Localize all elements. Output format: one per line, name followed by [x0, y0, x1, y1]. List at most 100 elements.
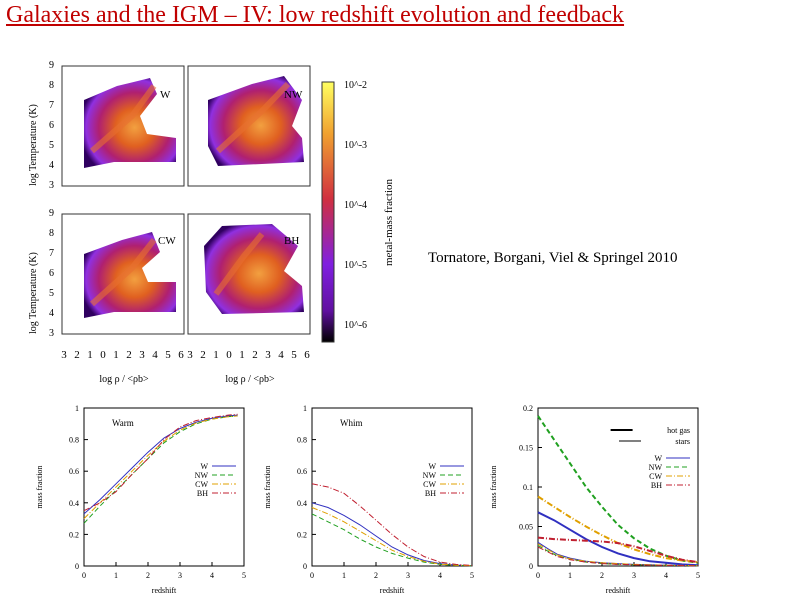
ytick-label: 0.6: [69, 467, 79, 476]
panel-label-cw: CW: [158, 235, 176, 247]
legend-label: W: [428, 462, 436, 471]
xtick: 1: [87, 349, 93, 361]
series-line-w: [537, 511, 699, 567]
phase-panel-w: W: [61, 65, 185, 187]
xtick-label: 0: [82, 571, 86, 580]
series-line-cw: [311, 507, 473, 567]
xtick-label: 1: [342, 571, 346, 580]
ytick-label: 1: [303, 404, 307, 413]
y-axis-label: mass fraction: [489, 466, 498, 509]
panel-label-bh: BH: [284, 235, 299, 247]
colorbar-label: metal-mass fraction: [383, 178, 395, 266]
xtick: 1: [239, 349, 245, 361]
ytick: 7: [49, 100, 54, 111]
legend-label: stars: [675, 437, 690, 446]
series-line-bh: [83, 413, 238, 512]
colorbar: [321, 81, 335, 343]
chart-title: Warm: [112, 418, 134, 428]
ytick-label: 0.8: [69, 436, 79, 445]
series-line-nw: [311, 513, 473, 567]
legend-label: CW: [423, 480, 436, 489]
ytick-label: 0.4: [297, 499, 307, 508]
ytick-label: 1: [75, 404, 79, 413]
y-axis-label: mass fraction: [35, 466, 44, 509]
panel-label-nw: NW: [284, 89, 303, 101]
xtick: 0: [226, 349, 232, 361]
xtick: 4: [278, 349, 284, 361]
phase-ylabel-top: log Temperature (K): [28, 104, 39, 186]
xtick-label: 0: [310, 571, 314, 580]
cbar-tick: 10^-5: [344, 260, 367, 271]
x-axis-label: redshift: [152, 586, 177, 595]
xtick: 6: [178, 349, 184, 361]
phase-panel-cw: CW: [61, 213, 185, 335]
legend-label: hot gas: [667, 426, 690, 435]
xtick-label: 5: [470, 571, 474, 580]
ytick-label: 0.15: [519, 444, 533, 453]
legend-label: BH: [651, 481, 662, 490]
xtick: 4: [152, 349, 158, 361]
phase-yticks-top: 3 4 5 6 7 8 9: [49, 60, 54, 191]
whim-fraction-chart: 0 0.2 0.4 0.6 0.8 1 0 1 2 3 4 5 redshift mass fractio…: [263, 404, 474, 595]
chart-title: Whim: [340, 418, 363, 428]
xtick: 3: [265, 349, 271, 361]
ytick-label: 0.1: [523, 483, 533, 492]
phase-panel-nw: NW: [187, 65, 311, 187]
xtick-label: 0: [536, 571, 540, 580]
cbar-tick: 10^-6: [344, 320, 367, 331]
series-line-cw: [83, 415, 238, 519]
ytick: 8: [49, 80, 54, 91]
ytick: 4: [49, 160, 54, 171]
legend-label: BH: [197, 489, 208, 498]
warm-fraction-chart: 0 0.2 0.4 0.6 0.8 1 0 1 2 3 4 5 redshift mass fractio…: [35, 404, 246, 595]
phase-yticks-bottom: 3 4 5 6 7 8 9: [49, 208, 54, 339]
ytick: 6: [49, 120, 54, 131]
colorbar-ticks: 10^-2 10^-3 10^-4 10^-5 10^-6: [344, 80, 367, 331]
series-line-cw-stars: [537, 543, 699, 567]
xtick: 2: [74, 349, 80, 361]
xtick-label: 2: [374, 571, 378, 580]
xtick: 2: [200, 349, 206, 361]
series-line-bh: [537, 536, 699, 564]
ytick-label: 0: [75, 562, 79, 571]
legend-label: NW: [423, 471, 437, 480]
phase-diagram-figure: log Temperature (K) log Temperature (K) …: [28, 60, 395, 385]
phase-xlabel-right: log ρ / <ρb>: [225, 374, 275, 385]
ytick: 8: [49, 228, 54, 239]
xtick: 5: [291, 349, 297, 361]
xtick-label: 3: [406, 571, 410, 580]
xtick-label: 5: [242, 571, 246, 580]
cbar-tick: 10^-2: [344, 80, 367, 91]
phase-xticks-left: 3 2 1 0 1 2 3 4 5 6: [61, 349, 184, 361]
ytick: 9: [49, 208, 54, 219]
legend-label: NW: [195, 471, 209, 480]
xtick: 5: [165, 349, 171, 361]
xtick-label: 3: [178, 571, 182, 580]
series-line-bh: [311, 483, 473, 566]
ytick-label: 0.2: [297, 530, 307, 539]
xtick: 3: [139, 349, 145, 361]
ytick: 5: [49, 288, 54, 299]
ytick: 4: [49, 308, 54, 319]
xtick: 1: [113, 349, 119, 361]
ytick: 3: [49, 328, 54, 339]
xtick-label: 2: [600, 571, 604, 580]
xtick-label: 1: [114, 571, 118, 580]
ytick-label: 0: [303, 562, 307, 571]
xtick-label: 1: [568, 571, 572, 580]
y-axis-label: mass fraction: [263, 466, 272, 509]
ytick-label: 0.8: [297, 436, 307, 445]
credit-text: Tornatore, Borgani, Viel & Springel 2010: [428, 250, 678, 266]
legend-label: BH: [425, 489, 436, 498]
xtick: 3: [187, 349, 193, 361]
xtick: 6: [304, 349, 310, 361]
xtick-label: 3: [632, 571, 636, 580]
xtick-label: 5: [696, 571, 700, 580]
legend-label: W: [654, 454, 662, 463]
ytick: 7: [49, 248, 54, 259]
phase-xlabel-left: log ρ / <ρb>: [99, 374, 149, 385]
ytick: 5: [49, 140, 54, 151]
phase-ylabel-bottom: log Temperature (K): [28, 252, 39, 334]
xtick: 0: [100, 349, 106, 361]
legend-label: CW: [649, 472, 662, 481]
